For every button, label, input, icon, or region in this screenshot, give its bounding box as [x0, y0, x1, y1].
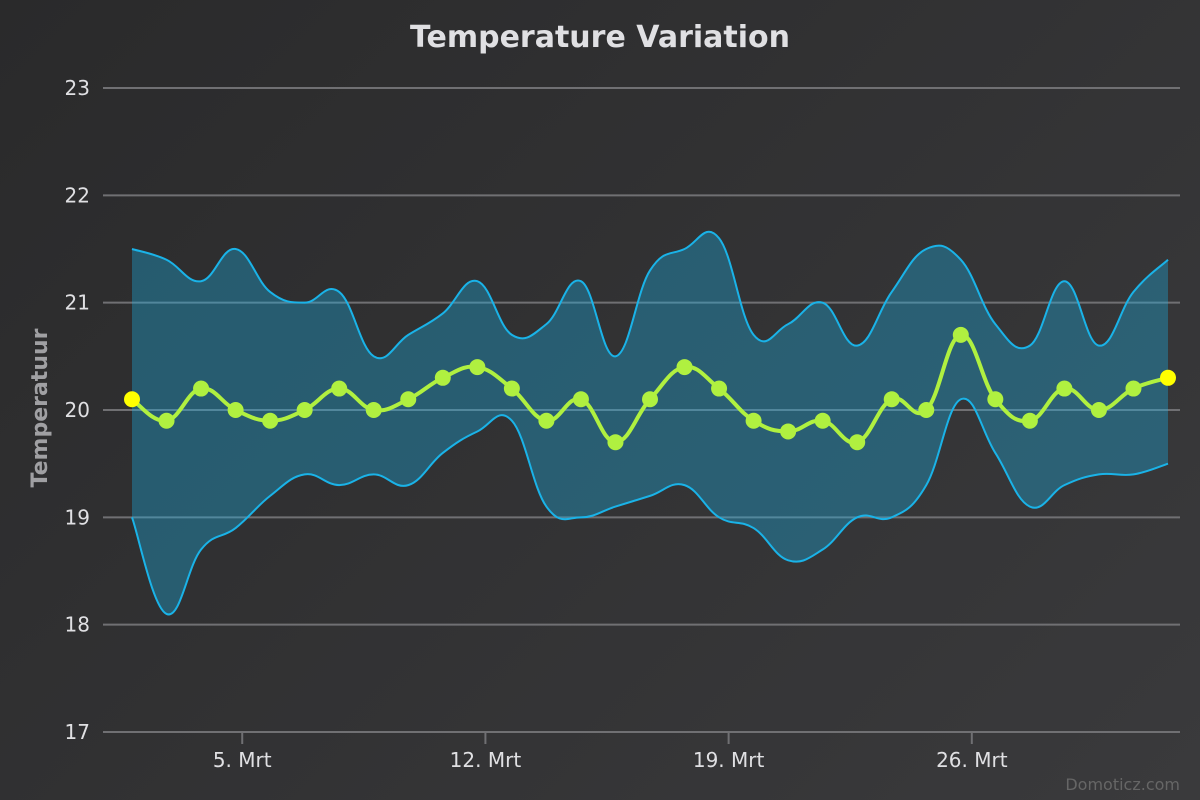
data-point[interactable]	[1021, 412, 1038, 429]
range-low-line	[131, 397, 1169, 616]
data-point[interactable]	[503, 380, 520, 397]
average-points[interactable]	[124, 326, 1176, 451]
data-point[interactable]	[296, 402, 313, 418]
data-point[interactable]	[538, 412, 555, 429]
y-tick-label: 23	[65, 76, 90, 100]
data-point[interactable]	[918, 402, 935, 418]
data-point[interactable]	[193, 380, 210, 397]
data-point[interactable]	[814, 412, 831, 429]
grid-lines	[103, 87, 1180, 733]
x-tick-label: 26. Mrt	[936, 748, 1008, 772]
data-point[interactable]	[434, 369, 451, 386]
data-point[interactable]	[676, 359, 693, 376]
data-point[interactable]	[780, 423, 797, 440]
data-point[interactable]	[262, 412, 279, 429]
data-point[interactable]	[987, 391, 1004, 408]
y-tick-label: 17	[65, 720, 90, 744]
data-point[interactable]	[883, 391, 900, 408]
x-tick-label: 12. Mrt	[450, 748, 522, 772]
data-point[interactable]	[469, 359, 486, 376]
chart-title: Temperature Variation	[410, 20, 790, 55]
data-point[interactable]	[745, 412, 762, 429]
data-point[interactable]	[158, 412, 175, 429]
highlighted-data-point[interactable]	[124, 391, 140, 408]
y-axis-label: Temperatuur	[28, 328, 53, 487]
y-tick-label: 20	[65, 398, 90, 422]
range-high-line	[131, 230, 1169, 360]
range-area	[131, 230, 1169, 616]
y-tick-label: 22	[65, 183, 90, 207]
highlighted-data-point[interactable]	[1160, 369, 1176, 386]
data-point[interactable]	[365, 402, 382, 418]
data-point[interactable]	[642, 391, 658, 408]
data-point[interactable]	[227, 402, 244, 418]
y-tick-label: 19	[65, 505, 90, 529]
x-axis-ticks: 5. Mrt 12. Mrt 19. Mrt 26. Mrt	[213, 732, 1008, 772]
data-point[interactable]	[952, 326, 969, 343]
data-point[interactable]	[1090, 402, 1107, 418]
y-tick-label: 18	[65, 613, 90, 637]
data-point[interactable]	[1056, 380, 1073, 397]
x-tick-label: 5. Mrt	[213, 748, 272, 772]
x-tick-label: 19. Mrt	[693, 748, 765, 772]
data-point[interactable]	[572, 391, 589, 408]
data-point[interactable]	[400, 391, 417, 408]
data-point[interactable]	[711, 380, 728, 397]
credits-link[interactable]: Domoticz.com	[1065, 775, 1180, 794]
y-axis-ticks: 17 18 19 20 21 22 23	[65, 76, 90, 744]
y-tick-label: 21	[65, 291, 90, 315]
data-point[interactable]	[331, 380, 348, 397]
data-point[interactable]	[849, 434, 866, 451]
data-point[interactable]	[1125, 380, 1142, 397]
data-point[interactable]	[607, 434, 624, 451]
range-fill	[132, 231, 1168, 615]
